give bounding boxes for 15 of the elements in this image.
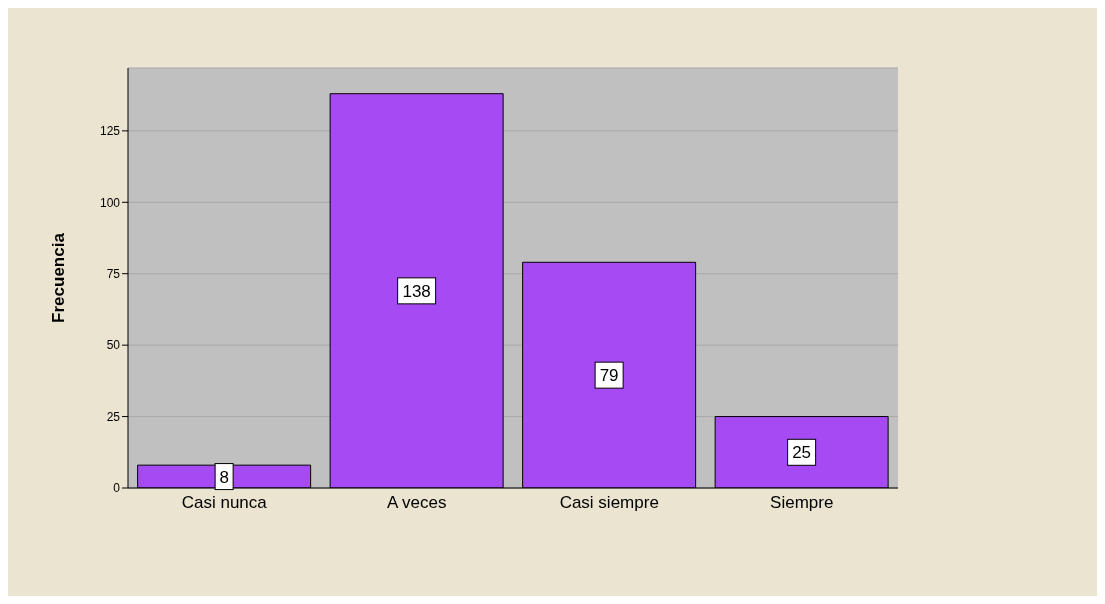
data-label: 79 [599,366,619,386]
x-tick-label: Casi siempre [559,493,659,513]
x-tick-label: Siempre [770,493,834,513]
y-tick-label: 50 [106,338,121,353]
x-tick-label: A veces [386,493,447,513]
y-tick-label: 75 [106,266,121,281]
data-label: 8 [219,467,229,487]
x-tick-label: Casi nunca [181,493,268,513]
y-tick-label: 0 [113,481,121,496]
y-axis-title: Frecuencia [49,232,69,323]
y-tick-label: 125 [99,124,121,139]
y-tick-label: 25 [106,409,121,424]
data-label: 138 [402,281,431,301]
y-tick-label: 100 [99,195,121,210]
data-label: 25 [792,443,812,463]
